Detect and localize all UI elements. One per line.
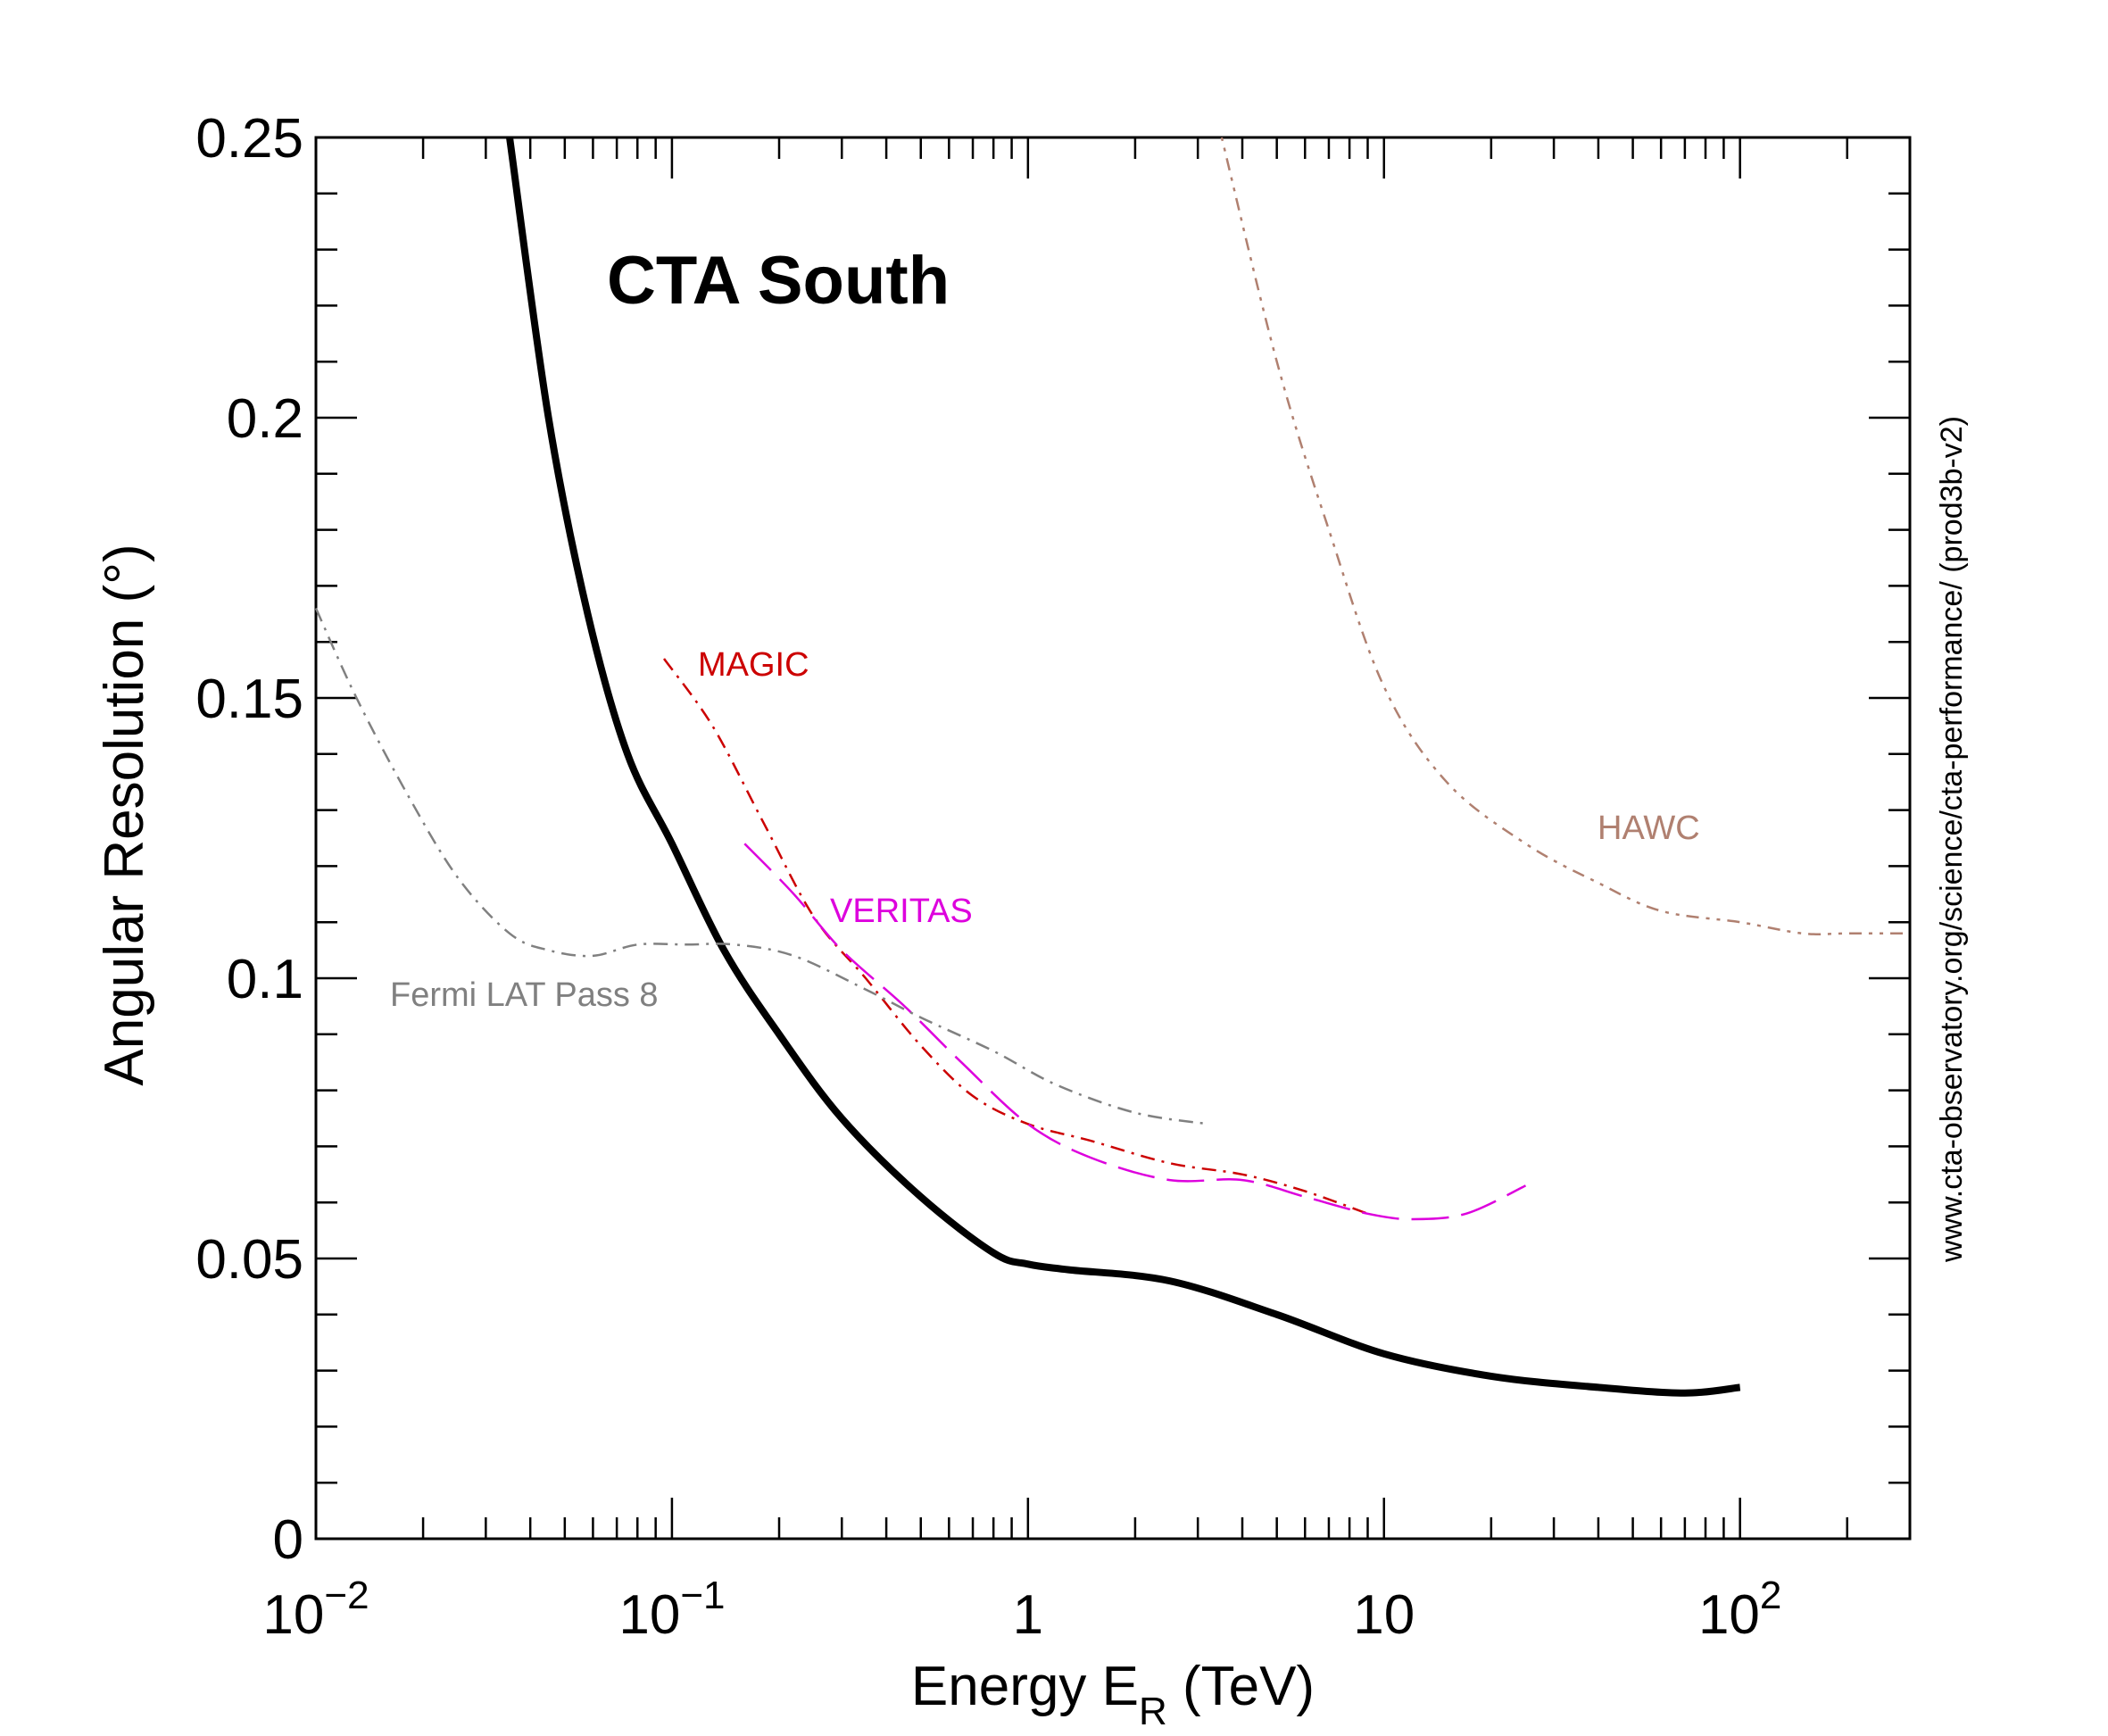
- series-line-magic: [662, 658, 1368, 1215]
- series-line-hawc: [1220, 137, 1910, 935]
- plot-frame: [314, 136, 1912, 1541]
- x-axis-label-main: Energy E: [911, 1656, 1139, 1717]
- y-tick-label: 0.2: [227, 388, 303, 450]
- series-label-fermi: Fermi LAT Pass 8: [390, 976, 659, 1014]
- x-tick-label: 102: [1698, 1574, 1781, 1646]
- x-tick-label: 10−2: [262, 1574, 369, 1646]
- x-axis-label-subscript: R: [1139, 1690, 1167, 1733]
- x-tick-label: 10−1: [618, 1574, 725, 1646]
- series-lines: [314, 137, 1910, 1397]
- axis-ticks: [314, 136, 1912, 1541]
- y-tick-labels: 0 0.05 0.1 0.15 0.2 0.25: [195, 108, 303, 1571]
- y-tick-label: 0.25: [195, 108, 303, 170]
- x-axis-label: Energy ER (TeV): [911, 1656, 1315, 1733]
- y-tick-label: 0: [273, 1509, 303, 1571]
- series-line-fermi: [314, 607, 1208, 1125]
- y-tick-label: 0.15: [195, 669, 303, 730]
- y-tick-label: 0.05: [195, 1229, 303, 1291]
- series-label-hawc: HAWC: [1598, 810, 1700, 847]
- x-tick-label: 1: [1013, 1584, 1043, 1646]
- side-note: www.cta-observatory.org/science/cta-perf…: [1935, 416, 1969, 1263]
- series-label-veritas: VERITAS: [830, 893, 973, 930]
- x-axis-label-unit: (TeV): [1167, 1656, 1315, 1717]
- series-line-veritas: [743, 843, 1527, 1221]
- y-tick-label: 0.1: [227, 949, 303, 1010]
- series-label-magic: MAGIC: [698, 646, 809, 684]
- x-tick-labels: 10−2 10−1 1 10 102: [262, 1574, 1781, 1646]
- y-axis-label: Angular Resolution (°): [94, 544, 155, 1085]
- series-line-cta: [506, 137, 1741, 1397]
- x-tick-label: 10: [1353, 1584, 1415, 1646]
- chart-title: CTA South: [607, 243, 950, 319]
